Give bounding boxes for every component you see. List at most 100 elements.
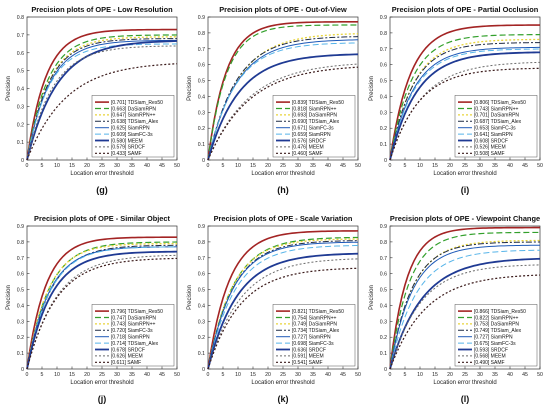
x-tick-label: 20 <box>84 372 90 378</box>
x-tick-label: 5 <box>404 163 407 169</box>
x-tick-label: 15 <box>250 163 256 169</box>
legend-entry: [0.490] SAMF <box>474 360 505 366</box>
legend-box <box>272 304 356 367</box>
x-tick-label: 30 <box>295 163 301 169</box>
series-line-siamrpn- <box>26 36 178 161</box>
x-tick-label: 0 <box>389 163 392 169</box>
legend-entry: [0.526] MEEM <box>474 145 506 151</box>
legend-box <box>454 304 538 367</box>
x-tick-label: 50 <box>355 372 361 378</box>
series-line-siamrpn <box>207 241 359 370</box>
y-tick-label: 0.5 <box>198 288 205 294</box>
x-tick-label: 10 <box>54 163 60 169</box>
y-tick-label: 0.2 <box>17 335 24 341</box>
legend-entry: [0.743] SiamRPN++ <box>111 322 156 328</box>
series-line-dasiamrpn <box>207 238 359 370</box>
x-tick-label: 25 <box>462 372 468 378</box>
y-tick-label: 0.5 <box>380 79 387 85</box>
x-tick-label: 20 <box>447 163 453 169</box>
legend-entry: [0.638] TDSiam_Alex <box>111 119 159 125</box>
legend-entry: [0.727] SiamRPN <box>292 335 331 341</box>
series-line-samf <box>26 257 178 370</box>
chart-panel-3: Precision plots of OPE - Partial Occlusi… <box>369 5 543 195</box>
chart-title: Precision plots of OPE - Low Resolution <box>31 5 173 14</box>
legend: [0.839] TDSiam_Res50[0.818] SiamRPN++[0.… <box>272 95 356 158</box>
legend-entry: [0.675] SiamFC-3s <box>474 341 516 347</box>
series-line-tdsiam-alex <box>389 241 541 370</box>
legend-entry: [0.659] SiamRPN <box>292 132 331 138</box>
legend-entry: [0.714] TDSiam_Alex <box>111 341 159 347</box>
x-tick-label: 25 <box>462 163 468 169</box>
panel-label: (l) <box>461 394 470 404</box>
y-tick-label: 0.3 <box>17 319 24 325</box>
x-tick-label: 40 <box>144 163 150 169</box>
y-tick-label: 0.7 <box>17 33 24 39</box>
x-tick-label: 5 <box>222 163 225 169</box>
series-line-tdsiam-res50 <box>389 226 540 370</box>
x-tick-label: 10 <box>54 372 60 378</box>
legend-entry: [0.701] TDSiam_Res50 <box>111 100 163 106</box>
legend-entry: [0.718] SiamRPN <box>111 335 150 341</box>
legend-entry: [0.576] SRDCF <box>292 138 326 144</box>
y-tick-label: 0.6 <box>17 272 24 278</box>
chart-panel-4: Precision plots of OPE - Similar Object 0… <box>6 214 180 404</box>
y-tick-label: 0.1 <box>17 351 24 357</box>
series-line-siamrpn- <box>389 33 541 161</box>
series-line-tdsiam-res50 <box>207 230 359 370</box>
legend: [0.821] TDSiam_Res50[0.754] SiamRPN++[0.… <box>272 304 356 367</box>
series-line-siamfc-3s <box>26 43 178 161</box>
legend-entry: [0.626] MEEM <box>111 354 143 360</box>
panel-label: (h) <box>277 185 289 195</box>
legend-box <box>91 95 175 158</box>
y-tick-label: 0.4 <box>380 94 387 100</box>
y-axis-label: Precision <box>369 76 375 101</box>
x-tick-label: 5 <box>222 372 225 378</box>
x-axis-label: Location error threshold <box>251 171 314 177</box>
y-tick-label: 0 <box>202 367 205 373</box>
x-tick-label: 5 <box>41 163 44 169</box>
chart-title: Precision plots of OPE - Partial Occlusi… <box>392 5 539 14</box>
legend-entry: [0.727] SiamRPN <box>474 335 513 341</box>
x-tick-label: 25 <box>280 163 286 169</box>
legend-entry: [0.678] SRDCF <box>111 347 145 353</box>
x-tick-label: 15 <box>250 372 256 378</box>
y-tick-label: 0.2 <box>380 335 387 341</box>
x-tick-label: 25 <box>99 163 105 169</box>
legend-entry: [0.796] TDSiam_Res50 <box>111 309 163 315</box>
y-tick-label: 0.7 <box>198 47 205 53</box>
series-line-tdsiam-res50 <box>207 21 359 161</box>
y-tick-label: 0.3 <box>17 104 24 110</box>
chart-panel-1: Precision plots of OPE - Low Resolution 0… <box>6 5 180 195</box>
y-tick-label: 0 <box>21 158 24 164</box>
x-tick-label: 50 <box>174 372 180 378</box>
legend-entry: [0.625] SiamRPN <box>111 126 150 132</box>
y-tick-label: 0.9 <box>198 15 205 21</box>
series-line-tdsiam-alex <box>26 38 178 161</box>
x-tick-label: 0 <box>207 163 210 169</box>
legend-entry: [0.609] SiamFC-3s <box>111 132 153 138</box>
series-line-meem <box>26 40 178 161</box>
chart-title: Precision plots of OPE - Similar Object <box>34 214 170 223</box>
x-tick-label: 30 <box>477 372 483 378</box>
x-tick-label: 35 <box>129 163 135 169</box>
y-tick-label: 0.8 <box>17 240 24 246</box>
y-tick-label: 0.1 <box>380 351 387 357</box>
x-tick-label: 0 <box>389 372 392 378</box>
legend: [0.701] TDSiam_Res50[0.663] DaSiamRPN[0.… <box>91 95 175 158</box>
x-tick-label: 45 <box>522 372 528 378</box>
y-tick-label: 0.3 <box>198 319 205 325</box>
y-tick-label: 0 <box>384 158 387 164</box>
legend-box <box>454 95 538 158</box>
x-tick-label: 0 <box>26 372 29 378</box>
y-tick-label: 0.9 <box>380 15 387 21</box>
panel-label: (i) <box>461 185 470 195</box>
x-tick-label: 45 <box>340 163 346 169</box>
y-tick-label: 0.1 <box>380 142 387 148</box>
x-tick-label: 45 <box>159 163 165 169</box>
legend-entry: [0.749] DaSiamRPN <box>292 322 337 328</box>
x-tick-label: 35 <box>129 372 135 378</box>
y-tick-label: 0.6 <box>380 63 387 69</box>
x-tick-label: 50 <box>537 372 543 378</box>
series-line-siamfc-3s <box>207 245 359 370</box>
y-tick-label: 0.3 <box>380 319 387 325</box>
